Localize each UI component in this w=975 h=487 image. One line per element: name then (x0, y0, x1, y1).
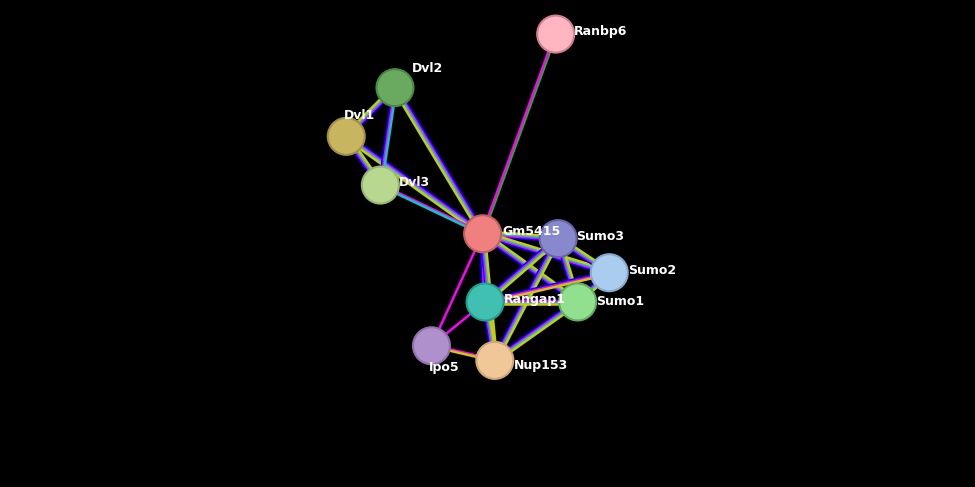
Text: Nup153: Nup153 (514, 359, 568, 372)
Text: Gm5415: Gm5415 (502, 225, 561, 238)
Text: Sumo2: Sumo2 (628, 264, 676, 277)
Text: Rangap1: Rangap1 (503, 293, 566, 306)
Circle shape (539, 220, 576, 257)
Circle shape (559, 283, 596, 320)
Circle shape (477, 342, 513, 379)
Text: Sumo3: Sumo3 (576, 230, 625, 243)
Text: Dvl2: Dvl2 (412, 62, 444, 75)
Text: Dvl1: Dvl1 (344, 110, 375, 122)
Circle shape (362, 167, 399, 204)
Circle shape (537, 16, 574, 53)
Circle shape (467, 283, 503, 320)
Circle shape (464, 215, 501, 252)
Circle shape (376, 69, 413, 106)
Text: Ranbp6: Ranbp6 (574, 25, 628, 38)
Circle shape (413, 327, 450, 364)
Text: Sumo1: Sumo1 (596, 296, 644, 308)
Circle shape (328, 118, 365, 155)
Text: Ipo5: Ipo5 (429, 361, 459, 374)
Text: Dvl3: Dvl3 (399, 176, 430, 189)
Circle shape (591, 254, 628, 291)
